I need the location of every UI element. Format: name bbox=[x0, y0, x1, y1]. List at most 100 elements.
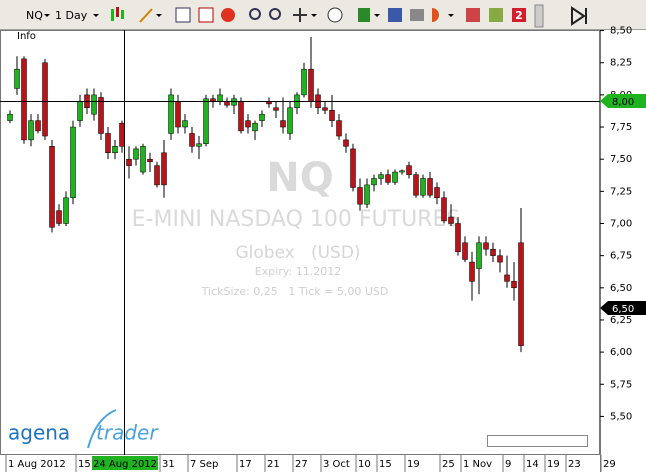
crosshair-date: 24 Aug 2012 bbox=[93, 459, 157, 470]
candle-body bbox=[420, 178, 426, 196]
candle-body bbox=[70, 126, 76, 199]
candle-body bbox=[518, 242, 524, 346]
plot bbox=[7, 37, 524, 353]
candle-body bbox=[511, 281, 517, 289]
crosshair-price: 8,00 bbox=[612, 97, 634, 108]
candle-body bbox=[497, 255, 503, 263]
y-tick-label: 6,00 bbox=[610, 347, 632, 358]
candle-body bbox=[406, 165, 412, 175]
x-tick-label: 9 bbox=[505, 459, 511, 470]
candle-body bbox=[469, 261, 475, 282]
candle-body bbox=[252, 122, 258, 132]
y-tick-label: 8,50 bbox=[610, 26, 632, 37]
candle-body bbox=[504, 274, 510, 282]
candle-body bbox=[336, 120, 342, 137]
candle-body bbox=[49, 146, 55, 228]
panel-label: Info bbox=[17, 31, 36, 42]
y-tick-label: 6,25 bbox=[610, 315, 632, 326]
dropdown-arrow[interactable] bbox=[93, 14, 99, 17]
zoom-buttons[interactable] bbox=[249, 8, 317, 22]
candle-body bbox=[238, 101, 244, 132]
candle-body bbox=[161, 152, 167, 186]
status-box bbox=[487, 435, 588, 447]
overflow-button[interactable] bbox=[534, 4, 544, 28]
y-tick-label: 5,50 bbox=[610, 411, 632, 422]
candle-body bbox=[126, 158, 132, 166]
candle-body bbox=[42, 62, 48, 137]
x-tick-label: 7 Sep bbox=[190, 459, 218, 470]
candle-body bbox=[455, 223, 461, 253]
watermark-name: E-MINI NASDAQ 100 FUTURES bbox=[132, 207, 461, 232]
candle-body bbox=[413, 174, 419, 196]
watermark-symbol: NQ bbox=[266, 155, 333, 201]
badge: 2 bbox=[515, 9, 523, 22]
y-tick-label: 8,25 bbox=[610, 58, 632, 69]
candle-body bbox=[77, 101, 83, 121]
candle-body bbox=[119, 122, 125, 147]
candle-body bbox=[133, 148, 139, 160]
y-tick-label: 7,25 bbox=[610, 186, 632, 197]
candle-body bbox=[175, 101, 181, 128]
candle-body bbox=[35, 120, 41, 132]
candle-body bbox=[21, 58, 27, 141]
candle-body bbox=[441, 197, 447, 222]
candle-body bbox=[301, 68, 307, 96]
candle-body bbox=[329, 110, 335, 121]
axes: 8,508,258,007,757,507,257,006,756,506,25… bbox=[5, 26, 632, 472]
candle-body bbox=[476, 242, 482, 269]
candle-body bbox=[98, 97, 104, 134]
candle-body bbox=[7, 113, 13, 121]
drawing-tool-button[interactable] bbox=[139, 8, 162, 23]
chart-style-button[interactable] bbox=[111, 7, 124, 21]
candle-body bbox=[350, 148, 356, 188]
x-tick-label: 14 bbox=[526, 459, 539, 470]
file-buttons[interactable] bbox=[358, 8, 454, 22]
candle-body bbox=[245, 120, 251, 128]
candle-body bbox=[434, 187, 440, 199]
candle-body bbox=[462, 242, 468, 260]
symbol-selector[interactable]: NQ bbox=[26, 9, 43, 22]
candle-body bbox=[91, 94, 97, 115]
x-tick-label: 17 bbox=[239, 459, 252, 470]
watermark-ticksize: TickSize: 0,25 1 Tick = 5,00 USD bbox=[201, 285, 389, 298]
candle-body bbox=[273, 107, 279, 111]
indicator-buttons[interactable] bbox=[175, 7, 235, 23]
x-tick-label: 23 bbox=[568, 459, 581, 470]
candle-body bbox=[357, 187, 363, 205]
y-tick-label: 7,50 bbox=[610, 154, 632, 165]
candle-body bbox=[217, 94, 223, 102]
candle-body bbox=[490, 248, 496, 256]
candle-body bbox=[399, 170, 405, 173]
dropdown-arrow[interactable] bbox=[44, 14, 50, 17]
scroll-end-button[interactable] bbox=[571, 6, 587, 26]
candle-body bbox=[182, 120, 188, 128]
clock-button[interactable] bbox=[327, 7, 343, 23]
last-price: 6,50 bbox=[612, 304, 634, 315]
candle-body bbox=[322, 107, 328, 111]
candle-body bbox=[14, 68, 20, 89]
y-tick-label: 7,75 bbox=[610, 122, 632, 133]
candle-body bbox=[210, 98, 216, 102]
y-tick-label: 7,00 bbox=[610, 218, 632, 229]
candle-body bbox=[140, 146, 146, 173]
candle-body bbox=[63, 197, 69, 224]
x-tick-label: 3 Oct bbox=[323, 459, 350, 470]
candle-body bbox=[308, 68, 314, 102]
candle-body bbox=[287, 107, 293, 134]
crosshair-price-box bbox=[600, 94, 646, 108]
x-tick-label: 29 bbox=[603, 459, 616, 470]
x-tick-label: 25 bbox=[442, 459, 455, 470]
last-price-box bbox=[600, 301, 646, 315]
candle-body bbox=[364, 184, 370, 205]
candle-body bbox=[168, 94, 174, 134]
candle-body bbox=[392, 171, 398, 183]
x-tick-label: 21 bbox=[267, 459, 280, 470]
tool-buttons[interactable] bbox=[466, 8, 526, 22]
timeframe-selector[interactable]: 1 Day bbox=[55, 9, 88, 22]
x-tick-label: 27 bbox=[295, 459, 308, 470]
x-tick-label: 15 bbox=[78, 459, 91, 470]
candle-body bbox=[147, 158, 153, 163]
candle-body bbox=[154, 165, 160, 186]
x-tick-label: 31 bbox=[162, 459, 175, 470]
